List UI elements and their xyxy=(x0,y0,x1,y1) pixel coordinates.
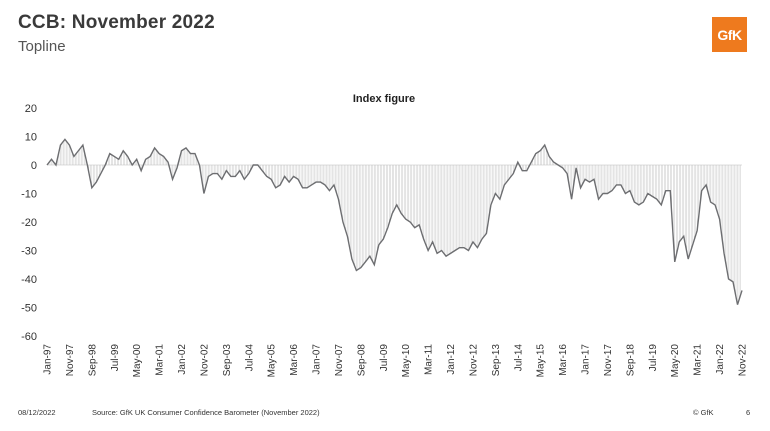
y-tick-label: -40 xyxy=(21,274,37,286)
x-tick-label: Mar-21 xyxy=(693,344,704,376)
x-tick-label: Jul-19 xyxy=(648,344,659,372)
x-tick-label: Nov-17 xyxy=(603,344,614,377)
x-axis: Jan-97 Nov-97 Sep-98 Jul-99 May-00 Mar-01 Jan-… xyxy=(43,344,749,378)
y-tick-label: 20 xyxy=(25,103,37,115)
chart-title: Index figure xyxy=(353,93,415,105)
y-tick-label: -20 xyxy=(21,217,37,229)
series-line xyxy=(46,138,743,305)
area-fill xyxy=(48,139,741,305)
y-tick-label: 10 xyxy=(25,132,37,144)
page-title: CCB: November 2022 xyxy=(18,12,215,33)
x-tick-label: Jul-14 xyxy=(513,344,524,372)
x-tick-label: Nov-07 xyxy=(334,344,345,377)
y-tick-label: -10 xyxy=(21,189,37,201)
x-tick-label: May-20 xyxy=(670,344,681,378)
y-tick-label: -50 xyxy=(21,303,37,315)
x-tick-label: Mar-01 xyxy=(155,344,166,376)
x-tick-label: Jan-22 xyxy=(715,344,726,375)
x-tick-label: Sep-98 xyxy=(87,344,98,377)
x-tick-label: Mar-16 xyxy=(558,344,569,376)
x-tick-label: May-00 xyxy=(132,344,143,378)
footer-source: Source: GfK UK Consumer Confidence Barom… xyxy=(92,408,320,417)
x-tick-label: Jan-12 xyxy=(446,344,457,375)
x-tick-label: May-10 xyxy=(401,344,412,378)
x-tick-label: Sep-13 xyxy=(491,344,502,377)
x-tick-label: Nov-12 xyxy=(468,344,479,377)
footer-date: 08/12/2022 xyxy=(18,408,56,417)
x-tick-label: May-15 xyxy=(536,344,547,378)
x-tick-label: Jul-04 xyxy=(244,344,255,372)
x-tick-label: Sep-18 xyxy=(625,344,636,377)
x-tick-label: Sep-03 xyxy=(222,344,233,377)
y-axis: 20 10 0 -10 -20 -30 -40 -50 -60 xyxy=(21,103,37,343)
x-tick-label: Sep-08 xyxy=(356,344,367,377)
x-tick-label: Jan-17 xyxy=(581,344,592,375)
x-tick-label: Nov-97 xyxy=(65,344,76,377)
x-tick-label: Jan-97 xyxy=(43,344,54,375)
x-tick-label: Nov-22 xyxy=(738,344,749,377)
x-tick-label: Jul-09 xyxy=(379,344,390,372)
footer-copyright: © GfK xyxy=(693,408,714,417)
x-tick-label: Jan-02 xyxy=(177,344,188,375)
page-subtitle: Topline xyxy=(18,38,66,55)
page-number: 6 xyxy=(746,408,751,417)
x-tick-label: Jul-99 xyxy=(110,344,121,372)
gfk-logo: GfK xyxy=(712,17,747,52)
x-tick-label: Jan-07 xyxy=(312,344,323,375)
y-tick-label: 0 xyxy=(31,160,37,172)
x-tick-label: Nov-02 xyxy=(199,344,210,377)
x-tick-label: Mar-06 xyxy=(289,344,300,376)
y-tick-label: -30 xyxy=(21,246,37,258)
x-tick-label: May-05 xyxy=(267,344,278,378)
x-tick-label: Mar-11 xyxy=(424,344,435,375)
y-tick-label: -60 xyxy=(21,331,37,343)
